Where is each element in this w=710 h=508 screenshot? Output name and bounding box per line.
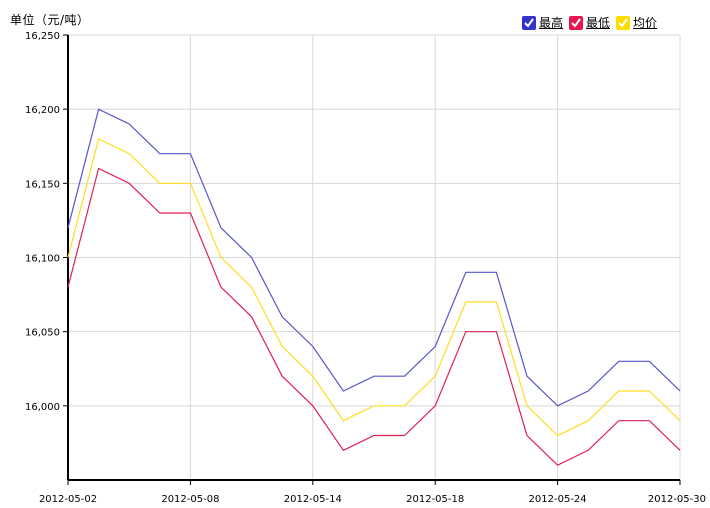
x-tick-label: 2012-05-30 [648, 494, 706, 505]
series-line-low [67, 167, 681, 466]
tick-labels: 16,000 16,050 16,100 16,150 16,200 16,250 2012… [25, 31, 706, 505]
series-line-average [67, 137, 681, 437]
series-line-high [67, 108, 681, 407]
legend-label-low[interactable]: 最低 [586, 16, 611, 30]
y-tick-label: 16,000 [25, 402, 60, 413]
legend-label-high[interactable]: 最高 [539, 16, 564, 30]
series-lines [67, 108, 681, 466]
y-tick-label: 16,200 [25, 105, 60, 116]
x-tick-label: 2012-05-14 [284, 494, 342, 505]
grid-lines [67, 34, 681, 480]
y-tick-label: 16,050 [25, 328, 60, 339]
checkbox-checked-icon[interactable] [616, 15, 631, 30]
legend: 最高 最低 均价 [522, 14, 663, 31]
y-axis-unit-label: 单位（元/吨） [10, 13, 90, 27]
x-tick-label: 2012-05-18 [406, 494, 464, 505]
x-tick-label: 2012-05-02 [39, 494, 97, 505]
checkbox-checked-icon[interactable] [522, 15, 536, 30]
y-tick-label: 16,100 [25, 254, 60, 265]
legend-item-average[interactable]: 均价 [616, 14, 657, 31]
x-tick-label: 2012-05-24 [529, 494, 587, 505]
legend-label-average[interactable]: 均价 [633, 16, 658, 30]
y-tick-label: 16,250 [25, 31, 60, 42]
y-tick-label: 16,150 [25, 179, 60, 190]
legend-item-high[interactable]: 最高 [522, 14, 563, 31]
x-tick-label: 2012-05-08 [161, 494, 219, 505]
legend-item-low[interactable]: 最低 [569, 14, 610, 31]
axes [63, 34, 681, 485]
checkbox-checked-icon[interactable] [569, 15, 584, 30]
